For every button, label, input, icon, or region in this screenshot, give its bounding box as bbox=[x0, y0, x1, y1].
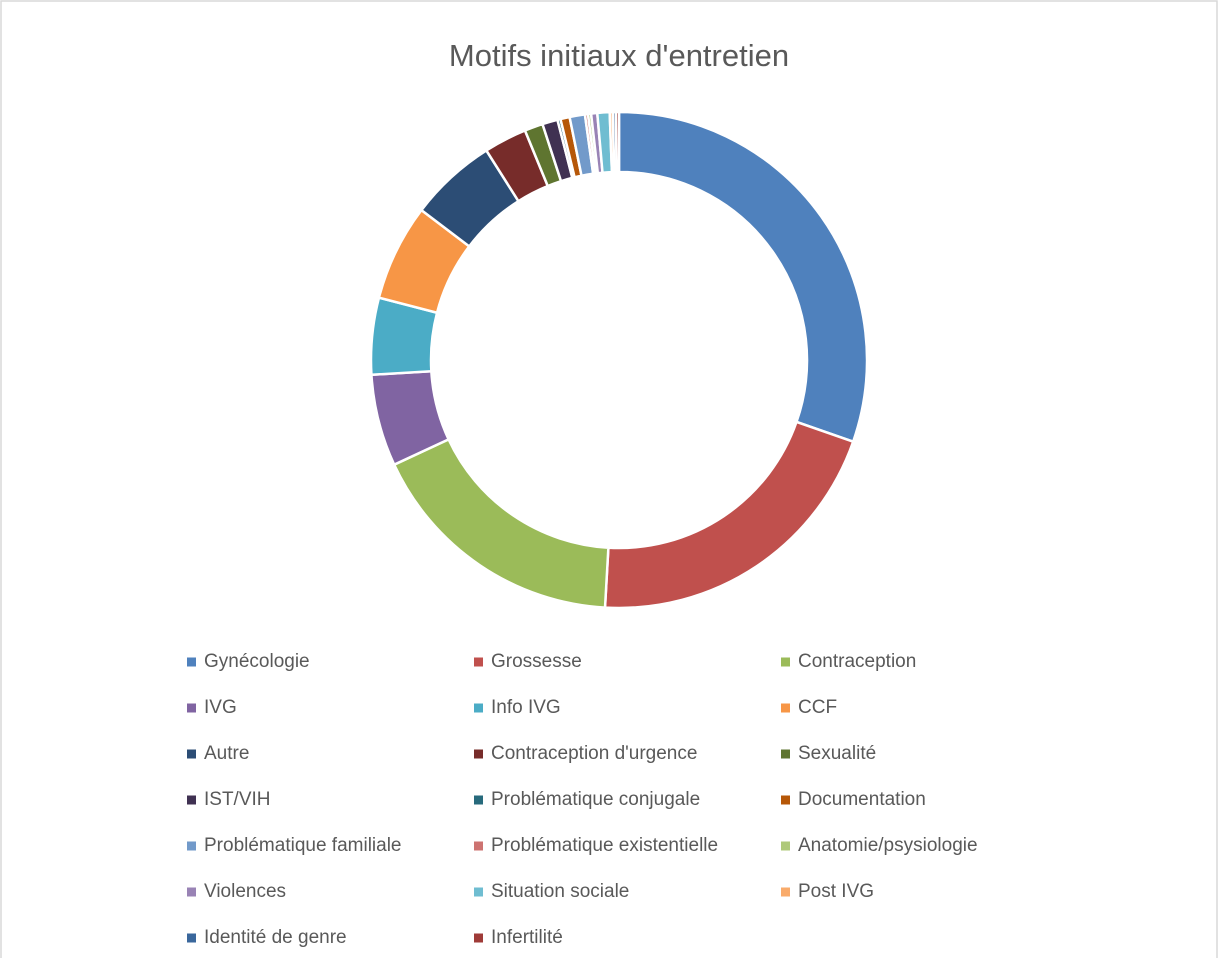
legend-swatch bbox=[474, 841, 483, 851]
legend-label: CCF bbox=[798, 697, 837, 718]
chart-title: Motifs initiaux d'entretien bbox=[449, 38, 789, 73]
legend-label: Contraception bbox=[798, 651, 916, 672]
legend-swatch bbox=[474, 933, 483, 943]
legend-label: Infertilité bbox=[491, 927, 563, 948]
legend-swatch bbox=[474, 749, 483, 759]
legend-label: Info IVG bbox=[491, 697, 561, 718]
legend-label: Situation sociale bbox=[491, 881, 629, 902]
legend-label: Post IVG bbox=[798, 881, 874, 902]
legend-label: IVG bbox=[204, 697, 237, 718]
legend-swatch bbox=[187, 703, 196, 713]
legend-swatch bbox=[781, 795, 790, 805]
legend-swatch bbox=[474, 703, 483, 713]
legend-label: Contraception d'urgence bbox=[491, 743, 697, 764]
legend-label: Gynécologie bbox=[204, 651, 310, 672]
legend-swatch bbox=[474, 657, 483, 667]
legend-label: Identité de genre bbox=[204, 927, 347, 948]
legend-swatch bbox=[781, 749, 790, 759]
legend-label: Autre bbox=[204, 743, 249, 764]
legend-swatch bbox=[187, 795, 196, 805]
legend-swatch bbox=[781, 657, 790, 667]
legend-swatch bbox=[187, 933, 196, 943]
legend-swatch bbox=[474, 887, 483, 897]
legend-label: Problématique familiale bbox=[204, 835, 402, 856]
legend-label: Problématique existentielle bbox=[491, 835, 718, 856]
legend-label: Problématique conjugale bbox=[491, 789, 700, 810]
legend-swatch bbox=[781, 703, 790, 713]
legend-label: Sexualité bbox=[798, 743, 876, 764]
legend-swatch bbox=[187, 749, 196, 759]
donut-segment bbox=[617, 110, 869, 444]
legend-label: Anatomie/psysiologie bbox=[798, 835, 978, 856]
legend-label: Violences bbox=[204, 881, 286, 902]
legend-swatch bbox=[187, 657, 196, 667]
legend-label: Grossesse bbox=[491, 651, 582, 672]
legend-swatch bbox=[474, 795, 483, 805]
legend-label: Documentation bbox=[798, 789, 926, 810]
legend-swatch bbox=[781, 887, 790, 897]
legend-label: IST/VIH bbox=[204, 789, 271, 810]
legend-swatch bbox=[187, 841, 196, 851]
donut-segment bbox=[614, 110, 621, 174]
legend-swatch bbox=[187, 887, 196, 897]
legend-swatch bbox=[781, 841, 790, 851]
